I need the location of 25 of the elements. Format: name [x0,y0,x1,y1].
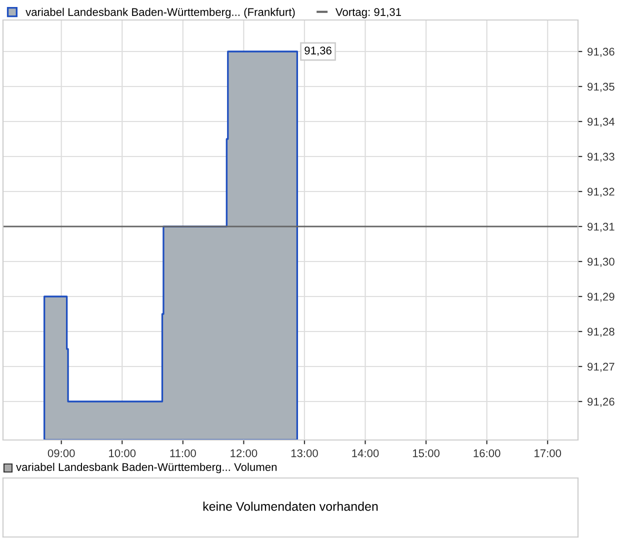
x-tick-label: 10:00 [109,449,136,458]
y-tick-label: 91,36 [588,48,614,57]
x-tick-label: 14:00 [352,449,379,458]
text: variabel Landesbank Baden-Württemberg... Volumen [16,462,277,474]
y-tick-label: 91,35 [588,82,614,92]
y-tick-label: 91,30 [588,258,614,267]
y-tick-label: 91,26 [588,398,614,407]
legend-label: Vortag: 91,31 [335,8,401,18]
y-tick-label: 91,33 [588,152,614,162]
x-tick-label: 09:00 [48,449,75,458]
x-tick-label: 15:00 [412,449,440,458]
y-tick-label: 91,31 [588,222,614,232]
x-tick-label: 13:00 [291,449,318,458]
x-tick-label: 12:00 [230,449,258,458]
y-tick-label: 91,28 [588,328,614,337]
y-tick-label: 91,32 [588,188,614,197]
x-tick-label: 11:00 [170,449,196,458]
text: keine Volumendaten vorhanden [203,502,378,511]
x-tick-label: 16:00 [474,449,500,458]
x-tick-label: 17:00 [534,449,562,458]
legend-label: variabel Landesbank Baden-Württemberg... (Frankfurt) [26,8,295,18]
y-tick-label: 91,27 [588,362,614,372]
annotation: 91,36 [304,46,332,56]
y-tick-label: 91,34 [588,118,615,127]
y-tick-label: 91,29 [588,292,614,302]
